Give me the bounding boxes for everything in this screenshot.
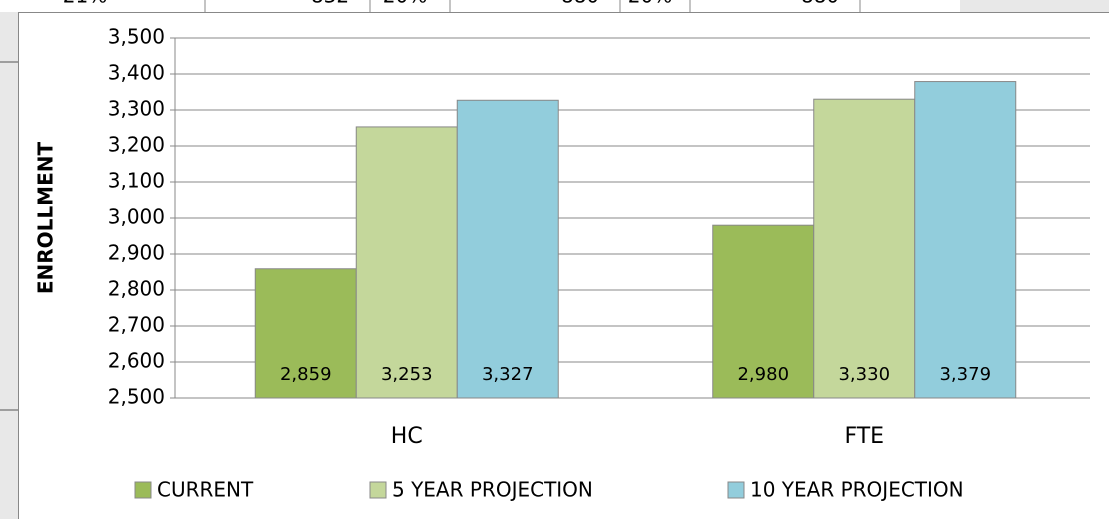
sheet-cell: 832 bbox=[311, 0, 349, 8]
data-label: 3,379 bbox=[939, 364, 991, 385]
y-tick-label: 3,500 bbox=[108, 25, 165, 49]
sheet-cell: 880 bbox=[801, 0, 839, 8]
legend-label: 5 YEAR PROJECTION bbox=[392, 478, 593, 502]
y-tick-label: 3,200 bbox=[108, 133, 165, 157]
data-label: 3,330 bbox=[838, 364, 890, 385]
y-tick-label: 3,400 bbox=[108, 61, 165, 85]
legend-swatch bbox=[134, 481, 152, 499]
y-axis-label: ENROLLMENT bbox=[34, 142, 58, 295]
data-label: 3,327 bbox=[482, 364, 534, 385]
y-tick-label: 2,500 bbox=[108, 385, 165, 409]
sheet-cell: 20% bbox=[383, 0, 427, 8]
sheet-cell: 21% bbox=[63, 0, 107, 8]
data-label: 2,980 bbox=[737, 364, 789, 385]
y-tick-label: 3,300 bbox=[108, 97, 165, 121]
bar bbox=[456, 99, 559, 399]
sheet-row bbox=[0, 0, 960, 12]
y-tick-label: 2,800 bbox=[108, 277, 165, 301]
legend-label: 10 YEAR PROJECTION bbox=[750, 478, 964, 502]
y-tick-label: 2,600 bbox=[108, 349, 165, 373]
y-tick-label: 3,100 bbox=[108, 169, 165, 193]
bar bbox=[254, 268, 357, 399]
bar bbox=[355, 126, 458, 399]
y-tick-label: 3,000 bbox=[108, 205, 165, 229]
bar bbox=[914, 81, 1017, 399]
bar bbox=[712, 224, 815, 399]
bar bbox=[813, 98, 916, 399]
data-label: 3,253 bbox=[381, 364, 433, 385]
legend-label: CURRENT bbox=[157, 478, 254, 502]
sheet-cell: 880 bbox=[561, 0, 599, 8]
data-label: 2,859 bbox=[280, 364, 332, 385]
sheet-cell: 20% bbox=[628, 0, 672, 8]
y-tick-label: 2,900 bbox=[108, 241, 165, 265]
x-tick-label: FTE bbox=[844, 424, 884, 449]
x-tick-label: HC bbox=[391, 424, 423, 449]
y-tick-label: 2,700 bbox=[108, 313, 165, 337]
legend-swatch bbox=[727, 481, 745, 499]
legend-swatch bbox=[369, 481, 387, 499]
